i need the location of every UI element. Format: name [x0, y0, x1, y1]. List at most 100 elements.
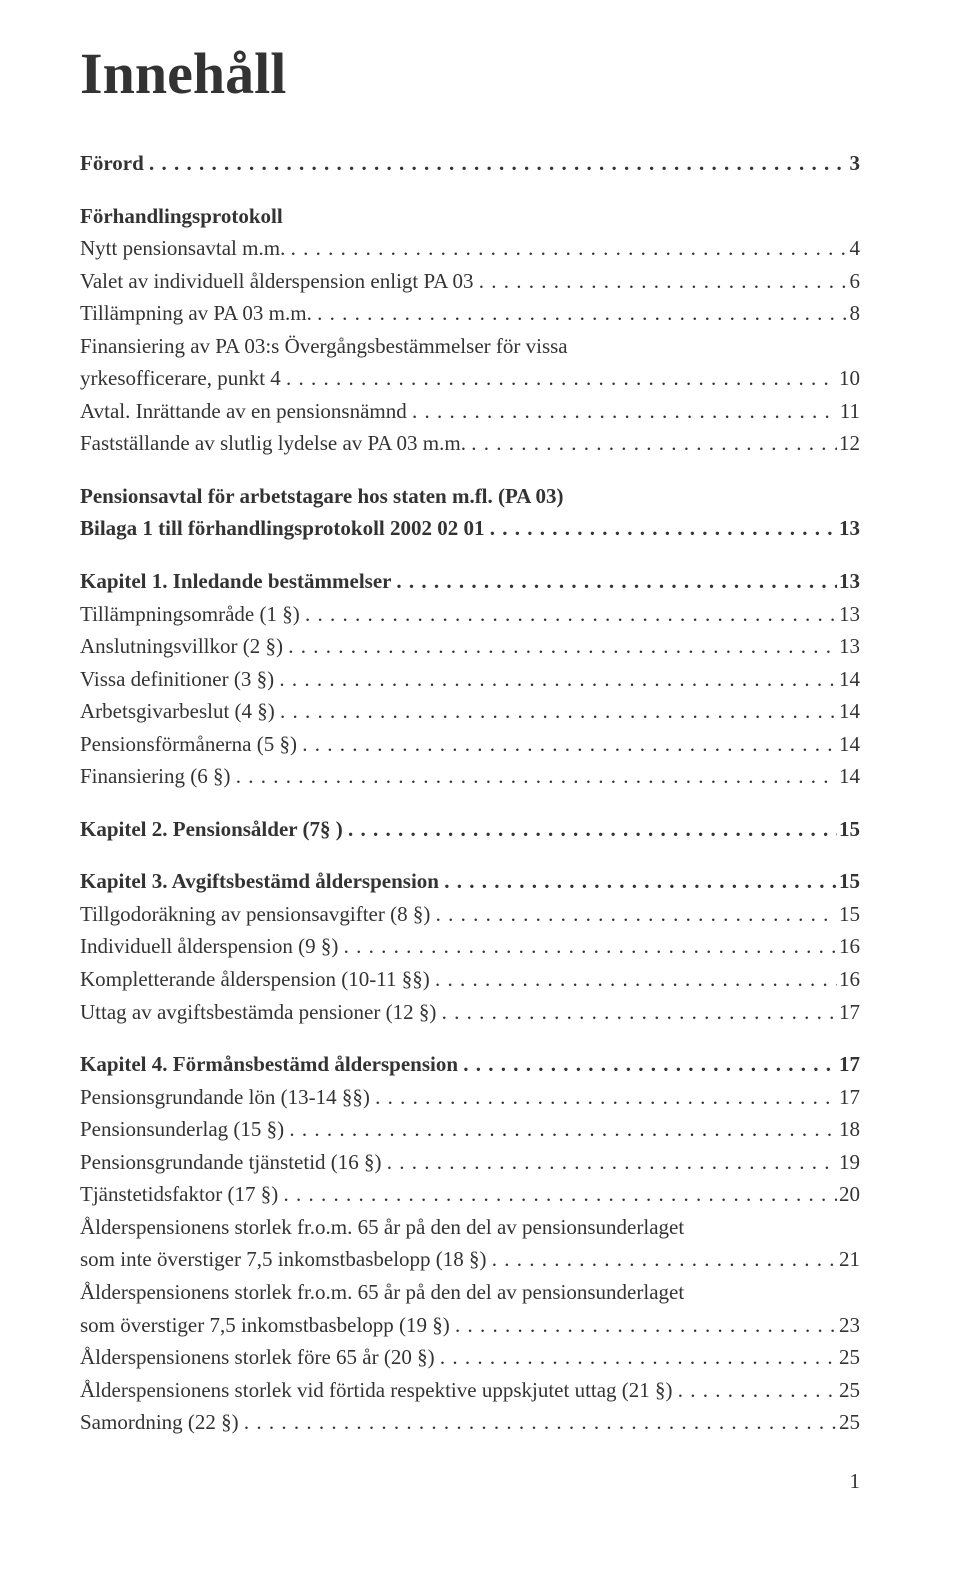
toc-page: 10: [837, 362, 880, 395]
toc-label: Kapitel 1. Inledande bestämmelser: [80, 565, 396, 598]
toc-leader: [288, 630, 837, 663]
toc-page: 17: [837, 1081, 880, 1114]
toc-entry: Bilaga 1 till förhandlingsprotokoll 2002…: [80, 512, 880, 545]
toc-entry: Vissa definitioner (3 §) 14: [80, 663, 880, 696]
toc-entry: Kapitel 3. Avgiftsbestämd ålderspension …: [80, 865, 880, 898]
toc-entry: Förord 3: [80, 147, 880, 180]
toc-label: Uttag av avgiftsbestämda pensioner (12 §…: [80, 996, 442, 1029]
toc-page: 15: [837, 813, 880, 846]
toc-label: Arbetsgivarbeslut (4 §): [80, 695, 280, 728]
toc-label: Ålderspensionens storlek fr.o.m. 65 år p…: [80, 1276, 689, 1309]
toc-leader: [291, 232, 848, 265]
toc-label: Ålderspensionens storlek fr.o.m. 65 år p…: [80, 1211, 689, 1244]
toc-entry: Pensionsförmånerna (5 §) 14: [80, 728, 880, 761]
toc-gap: [80, 845, 880, 865]
toc-leader: [435, 963, 837, 996]
toc-label: Bilaga 1 till förhandlingsprotokoll 2002…: [80, 512, 490, 545]
toc-leader: [244, 1406, 837, 1439]
toc-gap: [80, 545, 880, 565]
toc-page: 25: [837, 1406, 880, 1439]
toc-label: Nytt pensionsavtal m.m.: [80, 232, 291, 265]
toc-page: 21: [837, 1243, 880, 1276]
toc-label: Pensionsavtal för arbetstagare hos state…: [80, 480, 569, 513]
table-of-contents: Förord 3 Förhandlingsprotokoll Nytt pensi…: [80, 147, 880, 1439]
toc-entry: som inte överstiger 7,5 inkomstbasbelopp…: [80, 1243, 880, 1276]
toc-page: 20: [837, 1178, 880, 1211]
toc-entry: Tillämpningsområde (1 §) 13: [80, 598, 880, 631]
toc-page: 12: [837, 427, 880, 460]
toc-leader: [375, 1081, 837, 1114]
toc-gap: [80, 1028, 880, 1048]
toc-page: 13: [837, 630, 880, 663]
document-page: Innehåll Förord 3 Förhandlingsprotokoll N…: [0, 0, 960, 1577]
toc-leader: [387, 1146, 837, 1179]
toc-gap: [80, 180, 880, 200]
toc-label: Ålderspensionens storlek vid förtida res…: [80, 1374, 678, 1407]
toc-leader: [344, 930, 837, 963]
toc-leader: [492, 1243, 837, 1276]
toc-page: 23: [837, 1309, 880, 1342]
toc-label: Finansiering av PA 03:s Övergångsbestämm…: [80, 330, 573, 363]
toc-page: 25: [837, 1374, 880, 1407]
toc-page: 19: [837, 1146, 880, 1179]
toc-leader: [284, 1178, 837, 1211]
toc-entry: Anslutningsvillkor (2 §) 13: [80, 630, 880, 663]
toc-entry: Uttag av avgiftsbestämda pensioner (12 §…: [80, 996, 880, 1029]
toc-page: 13: [837, 598, 880, 631]
toc-entry: Finansiering av PA 03:s Övergångsbestämm…: [80, 330, 880, 363]
toc-leader: [471, 427, 837, 460]
toc-leader: [412, 395, 838, 428]
page-title: Innehåll: [80, 40, 880, 107]
toc-leader: [289, 1113, 837, 1146]
toc-entry: Finansiering (6 §) 14: [80, 760, 880, 793]
toc-label: Kapitel 3. Avgiftsbestämd ålderspension: [80, 865, 444, 898]
toc-label: Pensionsförmånerna (5 §): [80, 728, 302, 761]
toc-entry: Fastställande av slutlig lydelse av PA 0…: [80, 427, 880, 460]
toc-label: Ålderspensionens storlek före 65 år (20 …: [80, 1341, 440, 1374]
toc-entry: Pensionsgrundande lön (13-14 §§) 17: [80, 1081, 880, 1114]
toc-page: 15: [837, 865, 880, 898]
toc-label: Tillgodoräkning av pensionsavgifter (8 §…: [80, 898, 436, 931]
toc-leader: [286, 362, 837, 395]
toc-entry: Tjänstetidsfaktor (17 §) 20: [80, 1178, 880, 1211]
toc-leader: [442, 996, 837, 1029]
toc-page: 16: [837, 930, 880, 963]
toc-label: Kapitel 2. Pensionsålder (7§ ): [80, 813, 348, 846]
toc-leader: [463, 1048, 837, 1081]
toc-entry: Förhandlingsprotokoll: [80, 200, 880, 233]
toc-label: Pensionsgrundande tjänstetid (16 §): [80, 1146, 387, 1179]
toc-label: yrkesofficerare, punkt 4: [80, 362, 286, 395]
toc-page: 17: [837, 996, 880, 1029]
toc-leader: [236, 760, 837, 793]
toc-gap: [80, 793, 880, 813]
toc-entry: Kapitel 4. Förmånsbestämd ålderspension …: [80, 1048, 880, 1081]
toc-page: 14: [837, 695, 880, 728]
toc-label: Finansiering (6 §): [80, 760, 236, 793]
toc-page: 16: [837, 963, 880, 996]
toc-leader: [444, 865, 837, 898]
toc-leader: [348, 813, 837, 846]
toc-entry: Pensionsunderlag (15 §) 18: [80, 1113, 880, 1146]
toc-gap: [80, 460, 880, 480]
toc-entry: Ålderspensionens storlek vid förtida res…: [80, 1374, 880, 1407]
toc-page: 14: [837, 728, 880, 761]
toc-page: 13: [837, 565, 880, 598]
toc-entry: Ålderspensionens storlek före 65 år (20 …: [80, 1341, 880, 1374]
toc-leader: [302, 728, 837, 761]
toc-entry: Pensionsgrundande tjänstetid (16 §) 19: [80, 1146, 880, 1179]
toc-entry: som överstiger 7,5 inkomstbasbelopp (19 …: [80, 1309, 880, 1342]
toc-label: som överstiger 7,5 inkomstbasbelopp (19 …: [80, 1309, 455, 1342]
toc-leader: [455, 1309, 837, 1342]
toc-leader: [317, 297, 847, 330]
toc-page: 14: [837, 760, 880, 793]
toc-page: 25: [837, 1341, 880, 1374]
toc-entry: yrkesofficerare, punkt 4 10: [80, 362, 880, 395]
toc-page: 18: [837, 1113, 880, 1146]
toc-leader: [396, 565, 837, 598]
toc-label: Tjänstetidsfaktor (17 §): [80, 1178, 284, 1211]
toc-page: 4: [848, 232, 881, 265]
toc-page: 11: [838, 395, 880, 428]
toc-page: 15: [837, 898, 880, 931]
toc-page: 17: [837, 1048, 880, 1081]
toc-entry: Valet av individuell ålderspension enlig…: [80, 265, 880, 298]
